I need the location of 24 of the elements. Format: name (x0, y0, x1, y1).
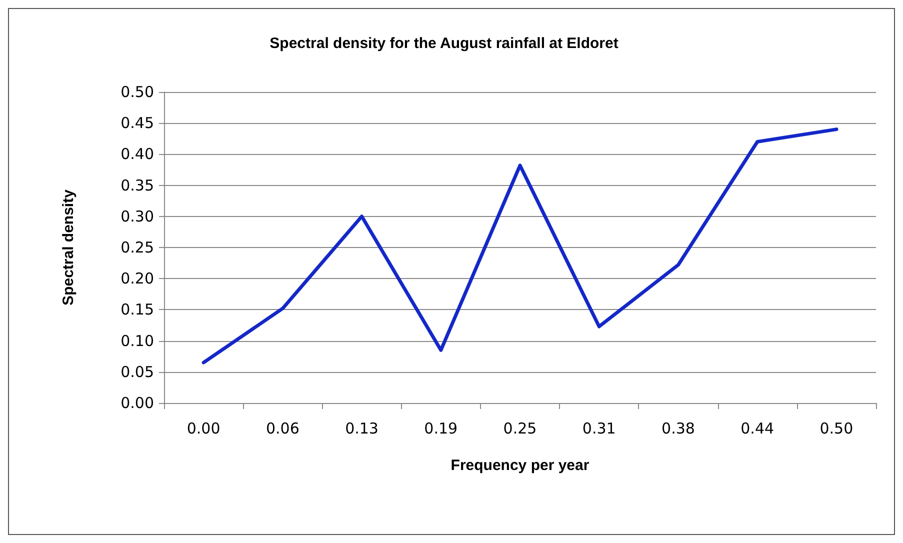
y-axis-title: Spectral density (60, 188, 77, 306)
chart-title: Spectral density for the August rainfall at Eldoret (270, 35, 618, 52)
x-tick-label: 0.50 (820, 420, 854, 438)
y-tick-label: 0.50 (120, 83, 154, 101)
x-tick-label: 0.19 (424, 420, 458, 438)
y-tick-label: 0.05 (120, 362, 154, 381)
y-tick-label: 0.15 (120, 300, 154, 319)
line-series (202, 128, 838, 364)
y-tick-label: 0.10 (120, 332, 154, 350)
x-tick-label: 0.00 (186, 420, 220, 438)
x-tick-label: 0.06 (266, 420, 300, 438)
y-tick-label: 0.35 (120, 176, 154, 194)
y-tick-label: 0.20 (120, 270, 154, 288)
x-tick-label: 0.38 (662, 420, 695, 438)
y-tick-label: 0.30 (120, 207, 154, 226)
x-tick-label: 0.13 (345, 420, 378, 438)
y-tick-label: 0.40 (120, 145, 154, 164)
y-tick-label: 0.25 (120, 238, 154, 256)
x-tick-label: 0.25 (503, 420, 537, 438)
x-axis-title: Frequency per year (450, 457, 590, 474)
x-tick-label: 0.31 (582, 420, 616, 438)
x-tick-label: 0.44 (740, 420, 774, 438)
y-tick-label: 0.45 (120, 114, 154, 132)
y-tick-label: 0.00 (120, 394, 154, 412)
